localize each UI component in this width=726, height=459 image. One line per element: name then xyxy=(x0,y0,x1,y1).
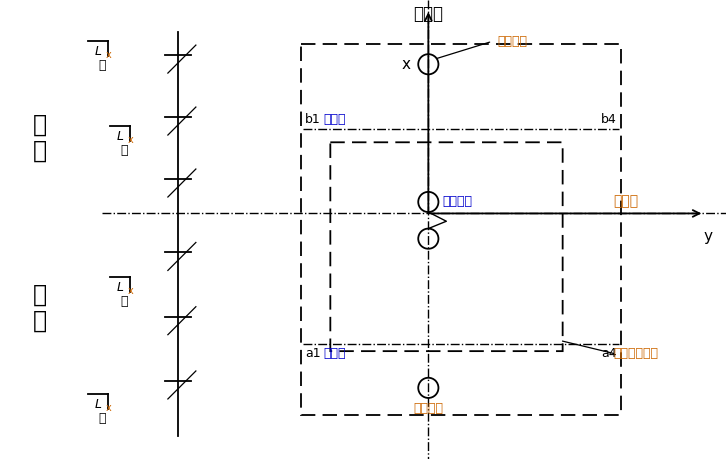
Text: 底: 底 xyxy=(98,59,106,72)
Text: 顶口中心: 顶口中心 xyxy=(442,196,473,208)
Text: x: x xyxy=(106,50,112,60)
Text: a1: a1 xyxy=(306,347,321,360)
Text: 控制线: 控制线 xyxy=(323,112,346,125)
Text: x: x xyxy=(106,403,112,414)
Text: 河
侧: 河 侧 xyxy=(33,113,47,162)
Text: 墩中线: 墩中线 xyxy=(613,195,639,208)
Text: 底口中心: 底口中心 xyxy=(497,35,527,48)
Text: b4: b4 xyxy=(601,112,616,125)
Text: y: y xyxy=(703,230,712,245)
Text: 页: 页 xyxy=(120,144,128,157)
Text: 页: 页 xyxy=(120,295,128,308)
Text: 岸
侧: 岸 侧 xyxy=(33,283,47,332)
Text: 控制线: 控制线 xyxy=(323,347,346,360)
Text: x: x xyxy=(128,286,134,297)
Text: x: x xyxy=(128,135,134,145)
Text: L: L xyxy=(116,281,123,294)
Text: L: L xyxy=(94,398,102,411)
Text: a4: a4 xyxy=(601,347,616,360)
Text: 柱中线: 柱中线 xyxy=(413,5,444,22)
Text: L: L xyxy=(116,130,123,143)
Text: L: L xyxy=(94,45,102,58)
Bar xyxy=(301,44,621,415)
Text: x: x xyxy=(401,57,410,72)
Text: 页: 页 xyxy=(98,412,106,425)
Text: 上塔柱轮廓线: 上塔柱轮廓线 xyxy=(613,347,658,360)
Text: b1: b1 xyxy=(306,112,321,125)
Text: 底口中心: 底口中心 xyxy=(413,402,444,415)
